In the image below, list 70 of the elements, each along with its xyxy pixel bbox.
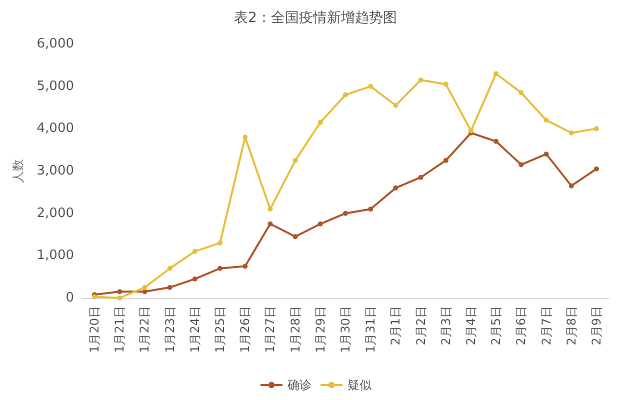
point xyxy=(393,185,398,190)
x-tick-label: 2月8日 xyxy=(564,306,578,346)
point xyxy=(594,166,599,172)
point xyxy=(192,276,198,282)
point xyxy=(544,118,549,123)
y-tick-label: 1,000 xyxy=(36,248,74,264)
point xyxy=(568,183,574,188)
point xyxy=(544,152,549,157)
x-tick-label: 2月6日 xyxy=(514,306,528,346)
x-tick-label: 2月7日 xyxy=(539,306,554,346)
point xyxy=(494,138,499,144)
chart-title: 表2：全国疫情新增趋势图 xyxy=(234,10,397,26)
point xyxy=(292,158,298,163)
x-tick-label: 1月27日 xyxy=(263,306,278,353)
point xyxy=(368,206,374,212)
point xyxy=(218,240,223,246)
point xyxy=(318,120,323,125)
x-tick-label: 1月29日 xyxy=(313,306,328,353)
point xyxy=(117,289,122,294)
x-tick-label: 1月25日 xyxy=(213,306,228,353)
point xyxy=(518,90,524,96)
point xyxy=(167,284,172,290)
x-tick-label: 1月26日 xyxy=(238,306,252,353)
point xyxy=(418,174,424,180)
point xyxy=(393,102,398,108)
x-tick-label: 1月23日 xyxy=(162,306,177,353)
point xyxy=(242,134,248,140)
point xyxy=(142,284,148,290)
x-tick-label: 2月3日 xyxy=(438,306,453,346)
x-tick-label: 2月9日 xyxy=(589,306,604,346)
point xyxy=(494,71,499,76)
point xyxy=(343,92,348,98)
y-tick-label: 6,000 xyxy=(36,36,74,52)
y-tick-label: 5,000 xyxy=(36,78,74,94)
legend-label: 疑似 xyxy=(348,378,372,392)
y-tick-label: 3,000 xyxy=(36,164,74,178)
y-tick-label: 2,000 xyxy=(36,206,74,221)
point xyxy=(268,206,273,212)
point xyxy=(518,162,524,168)
x-tick-label: 2月2日 xyxy=(414,306,428,346)
x-tick-label: 2月4日 xyxy=(464,306,478,346)
x-tick-label: 1月24日 xyxy=(188,306,202,353)
x-tick-label: 1月20日 xyxy=(88,306,102,353)
point xyxy=(318,221,323,226)
x-tick-label: 2月1日 xyxy=(388,306,403,346)
point xyxy=(594,126,599,132)
point xyxy=(142,289,148,294)
point xyxy=(192,248,198,254)
point xyxy=(443,82,448,87)
point xyxy=(418,77,424,82)
x-tick-label: 2月5日 xyxy=(489,306,504,346)
y-tick-label: 0 xyxy=(66,290,74,306)
point xyxy=(167,266,172,271)
x-tick-label: 1月30日 xyxy=(338,306,352,353)
point xyxy=(242,264,248,269)
x-tick-label: 1月22日 xyxy=(138,306,152,353)
legend-label: 确诊 xyxy=(286,378,312,392)
point xyxy=(117,296,122,300)
y-tick-label: 4,000 xyxy=(36,121,74,136)
x-tick-label: 1月31日 xyxy=(364,306,378,353)
x-tick-label: 1月28日 xyxy=(288,306,302,353)
point xyxy=(568,130,574,136)
point xyxy=(268,221,273,226)
x-tick-label: 1月21日 xyxy=(112,306,127,353)
point xyxy=(443,158,448,163)
y-axis-title: 人数 xyxy=(11,159,25,183)
point xyxy=(218,266,223,271)
point xyxy=(292,234,298,240)
point xyxy=(343,210,348,216)
point xyxy=(368,84,374,89)
